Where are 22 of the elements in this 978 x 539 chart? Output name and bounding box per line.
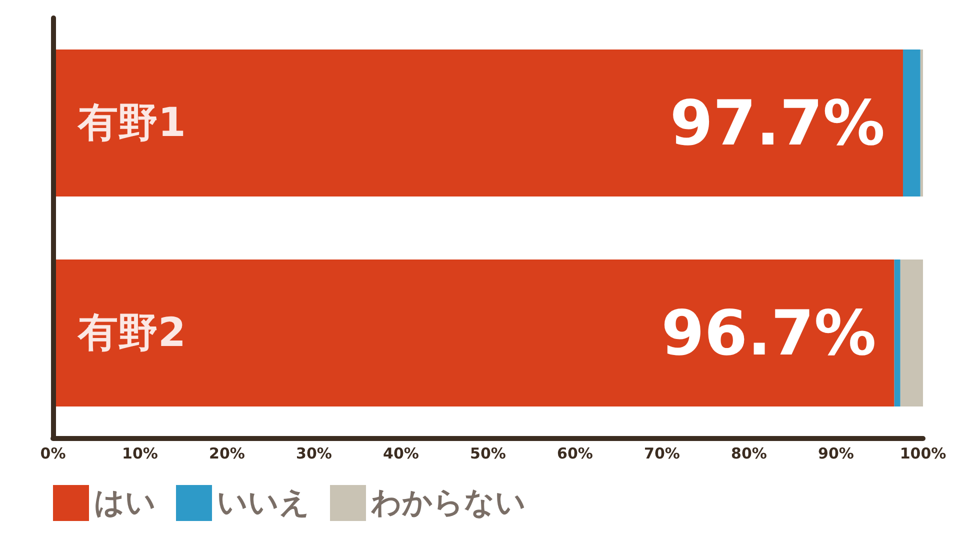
y-tick-label: 有野1 (77, 100, 186, 146)
x-tick-label: 90% (818, 444, 854, 462)
x-tick-label: 30% (296, 444, 332, 462)
x-tick-label: 80% (731, 444, 767, 462)
data-label: 97.7% (670, 86, 885, 160)
bar (900, 260, 923, 406)
x-tick-label: 40% (383, 444, 419, 462)
x-tick-label: 10% (122, 444, 158, 462)
legend-label: はい (94, 486, 156, 520)
x-tick-label: 60% (557, 444, 593, 462)
x-tick-label: 70% (644, 444, 680, 462)
data-label: 96.7% (661, 296, 876, 370)
x-tick-label: 50% (470, 444, 506, 462)
legend-label: いいえ (217, 486, 310, 520)
x-tick-label: 0% (40, 444, 66, 462)
bar (920, 50, 923, 196)
bar (894, 260, 900, 406)
bar (902, 50, 920, 196)
x-tick-label: 20% (209, 444, 245, 462)
y-tick-label: 有野2 (77, 310, 186, 356)
x-tick-label: 100% (900, 444, 946, 462)
legend-label: わからない (371, 486, 526, 520)
